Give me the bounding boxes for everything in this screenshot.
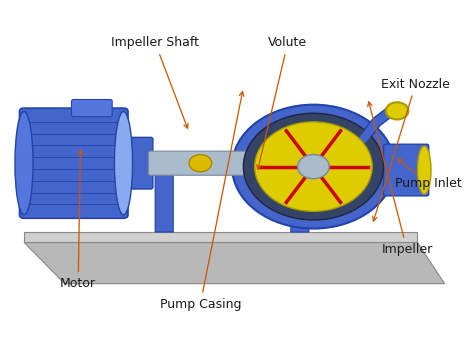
FancyBboxPatch shape [19, 108, 128, 218]
Text: Exit Nozzle: Exit Nozzle [373, 77, 450, 221]
Polygon shape [24, 232, 418, 242]
Text: Impeller Shaft: Impeller Shaft [111, 36, 199, 128]
Circle shape [298, 154, 329, 179]
Text: Impeller: Impeller [368, 102, 432, 256]
Text: Volute: Volute [257, 36, 307, 169]
FancyBboxPatch shape [148, 151, 334, 175]
Circle shape [255, 122, 372, 211]
Text: Motor: Motor [60, 150, 96, 290]
Polygon shape [291, 156, 309, 232]
Circle shape [386, 102, 409, 119]
Circle shape [243, 113, 383, 220]
Ellipse shape [114, 111, 133, 215]
Text: Pump Casing: Pump Casing [160, 92, 244, 311]
Polygon shape [155, 156, 173, 232]
Circle shape [189, 154, 212, 172]
FancyBboxPatch shape [72, 100, 112, 117]
Polygon shape [24, 242, 445, 283]
Ellipse shape [15, 111, 33, 215]
Circle shape [232, 105, 395, 229]
Ellipse shape [418, 146, 431, 194]
Text: Pump Inlet: Pump Inlet [395, 159, 462, 190]
FancyBboxPatch shape [383, 144, 429, 196]
FancyBboxPatch shape [121, 137, 153, 189]
